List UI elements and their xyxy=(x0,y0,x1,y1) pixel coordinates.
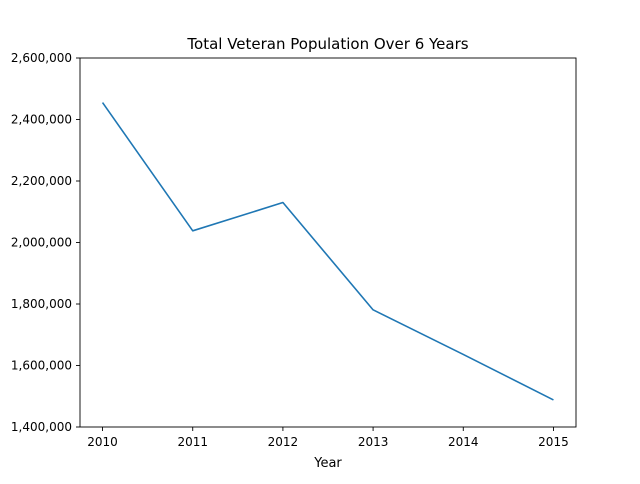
y-tick-label: 2,400,000 xyxy=(11,113,72,127)
chart-title: Total Veteran Population Over 6 Years xyxy=(186,35,468,53)
y-tick-label: 2,200,000 xyxy=(11,174,72,188)
y-tick-label: 1,600,000 xyxy=(11,359,72,373)
y-tick-label: 1,800,000 xyxy=(11,297,72,311)
x-axis: 2010 2011 2012 2013 2014 2015 xyxy=(87,427,569,449)
x-tick-label: 2010 xyxy=(87,435,118,449)
series-line-0 xyxy=(101,102,554,401)
x-axis-label: Year xyxy=(313,456,342,471)
y-tick-label: 1,400,000 xyxy=(11,420,72,434)
plot-frame xyxy=(79,57,577,428)
x-tick-label: 2014 xyxy=(448,435,479,449)
y-tick-label: 2,600,000 xyxy=(11,51,72,65)
x-tick-label: 2011 xyxy=(177,435,208,449)
y-axis: 1,400,000 1,600,000 1,800,000 2,000,000 2,20… xyxy=(11,51,80,434)
plot-area xyxy=(79,57,577,428)
x-tick-label: 2015 xyxy=(538,435,569,449)
y-tick-label: 2,000,000 xyxy=(11,236,72,250)
x-tick-label: 2013 xyxy=(358,435,389,449)
x-tick-label: 2012 xyxy=(268,435,299,449)
